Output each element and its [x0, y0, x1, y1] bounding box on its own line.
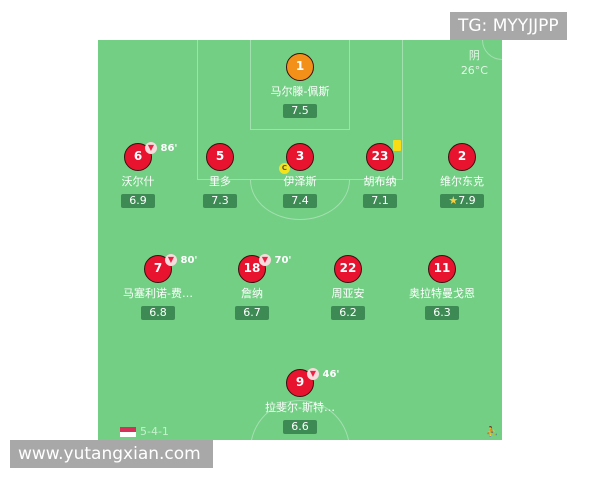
- player-rating: 6.3: [425, 306, 459, 320]
- player-name: 马塞利诺-费…: [123, 287, 193, 300]
- player-name: 沃尔什: [121, 175, 155, 188]
- player-name: 周亚安: [331, 287, 365, 300]
- player-name: 拉斐尔-斯特…: [265, 401, 335, 414]
- player-number: 23: [366, 140, 401, 171]
- weather-condition: 阴: [468, 49, 480, 62]
- player-5[interactable]: 5 里多 7.3: [170, 143, 270, 208]
- sub-out-icon: ▼: [145, 142, 157, 154]
- player-18[interactable]: 18 ▼ 70' 詹纳 6.7: [202, 254, 302, 320]
- substitution: ▼ 46': [307, 362, 339, 387]
- lineup-icon[interactable]: ⛹: [485, 427, 498, 438]
- sub-out-icon: ▼: [259, 254, 271, 266]
- player-number: 1: [286, 53, 314, 81]
- player-1[interactable]: 1 马尔滕-佩斯 7.5: [250, 53, 350, 118]
- pitch: 阴 26°C 1 马尔滕-佩斯 7.5 6 ▼ 86' 沃尔什 6.9 5 里多 7.3 3 C 伊泽斯…: [98, 40, 502, 440]
- player-22[interactable]: 22 周亚安 6.2: [298, 255, 398, 320]
- player-23[interactable]: 23 胡布纳 7.1: [330, 140, 430, 208]
- player-rating: 7.4: [283, 194, 317, 208]
- player-6[interactable]: 6 ▼ 86' 沃尔什 6.9: [98, 142, 188, 208]
- player-name: 里多: [209, 175, 231, 188]
- weather: 阴 26°C: [461, 48, 488, 78]
- player-rating: 7.5: [283, 104, 317, 118]
- player-name: 伊泽斯: [283, 175, 317, 188]
- player-rating: 6.6: [283, 420, 317, 434]
- player-rating: 6.9: [121, 194, 155, 208]
- player-number: 5: [206, 143, 234, 171]
- player-11[interactable]: 11 奥拉特曼戈恩 6.3: [392, 255, 492, 320]
- player-number: 9 ▼ 46': [286, 368, 339, 397]
- player-number: 18 ▼ 70': [238, 254, 291, 283]
- player-name: 詹纳: [241, 287, 263, 300]
- sub-out-icon: ▼: [165, 254, 177, 266]
- player-number: 2: [448, 143, 476, 171]
- substitution: ▼ 86': [145, 136, 177, 161]
- star-icon: ★: [448, 194, 459, 207]
- player-9[interactable]: 9 ▼ 46' 拉斐尔-斯特… 6.6: [250, 368, 350, 434]
- substitution: ▼ 80': [165, 248, 197, 273]
- player-name: 胡布纳: [363, 175, 397, 188]
- player-rating: 6.2: [331, 306, 365, 320]
- player-number: 7 ▼ 80': [144, 254, 197, 283]
- player-rating: 6.7: [235, 306, 269, 320]
- captain-badge-icon: C: [279, 163, 290, 174]
- formation-label: 5-4-1: [140, 425, 169, 438]
- player-rating: ★7.9: [440, 194, 484, 208]
- player-rating: 6.8: [141, 306, 175, 320]
- player-number: 6 ▼ 86': [124, 142, 177, 171]
- player-name: 维尔东克: [440, 175, 484, 188]
- watermark-bottom: www.yutangxian.com: [10, 440, 213, 468]
- substitution: ▼ 70': [259, 248, 291, 273]
- yellow-card-icon: [393, 140, 401, 151]
- goal-area: [250, 40, 350, 130]
- penalty-box: [197, 40, 403, 180]
- player-2[interactable]: 2 维尔东克 ★7.9: [412, 143, 502, 208]
- player-number: 22: [334, 255, 362, 283]
- sub-out-icon: ▼: [307, 368, 319, 380]
- player-name: 奥拉特曼戈恩: [409, 287, 475, 300]
- formation: 5-4-1: [120, 425, 169, 438]
- player-3[interactable]: 3 C 伊泽斯 7.4: [250, 143, 350, 208]
- player-name: 马尔滕-佩斯: [270, 85, 330, 98]
- player-rating: 7.3: [203, 194, 237, 208]
- team-flag-icon: [120, 427, 136, 437]
- player-rating: 7.1: [363, 194, 397, 208]
- watermark-top: TG: MYYJJPP: [450, 12, 567, 40]
- weather-temperature: 26°C: [460, 64, 488, 77]
- player-number: 11: [428, 255, 456, 283]
- player-7[interactable]: 7 ▼ 80' 马塞利诺-费… 6.8: [108, 254, 208, 320]
